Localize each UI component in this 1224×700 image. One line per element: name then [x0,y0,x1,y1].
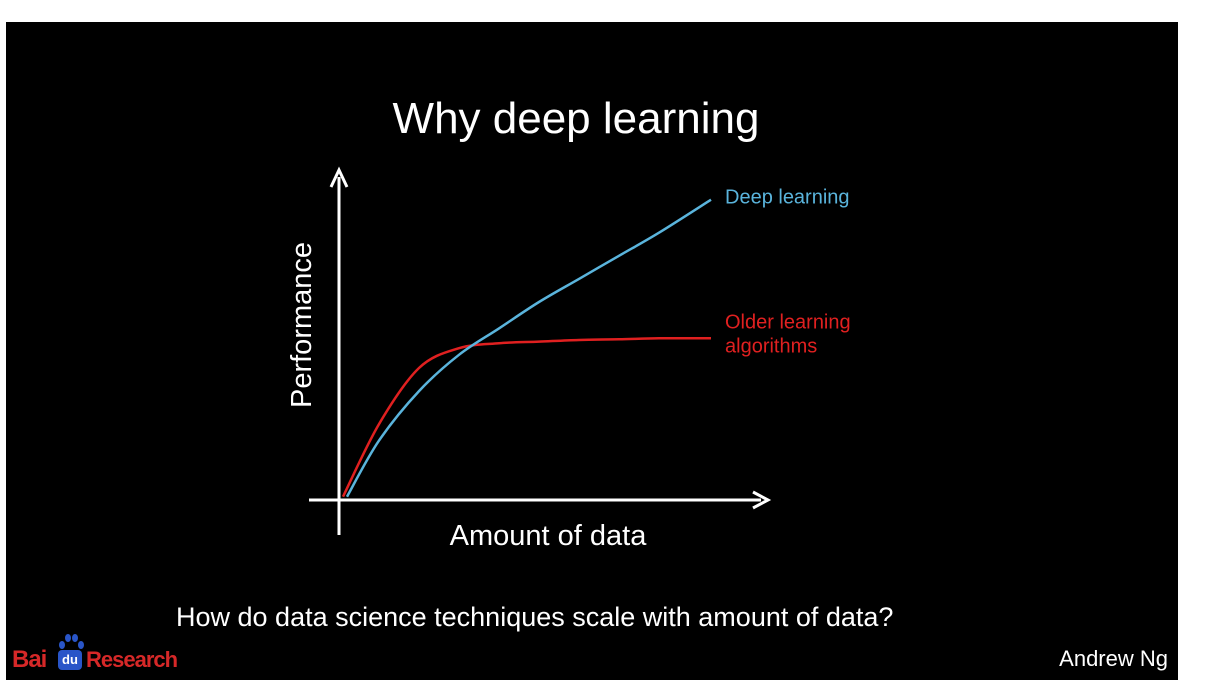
series-label-deep-learning: Deep learning [725,187,850,209]
x-axis-label: Amount of data [450,520,648,552]
slide-caption: How do data science techniques scale wit… [176,602,894,632]
y-axis-label: Performance [286,242,318,408]
x-axis-arrow [752,490,772,510]
slide-title: Why deep learning [392,94,760,143]
series-line-older-algorithms [341,336,712,498]
logo-suffix-text: Research [86,647,178,672]
logo-badge-text: du [58,650,82,670]
slide: Why deep learning Amount of data Performa… [6,22,1178,680]
paw-icon [59,634,84,649]
series-line-deep-learning [345,198,712,498]
chart: Amount of data Performance Deep learning Ol… [286,166,851,552]
logo-brand-text: Bai [12,646,47,673]
author-name: Andrew Ng [1059,646,1168,671]
series-label-older-algorithms: Older learning algorithms [725,311,851,357]
y-axis-arrow [329,166,349,188]
baidu-research-logo: Bai du Research [12,632,212,673]
